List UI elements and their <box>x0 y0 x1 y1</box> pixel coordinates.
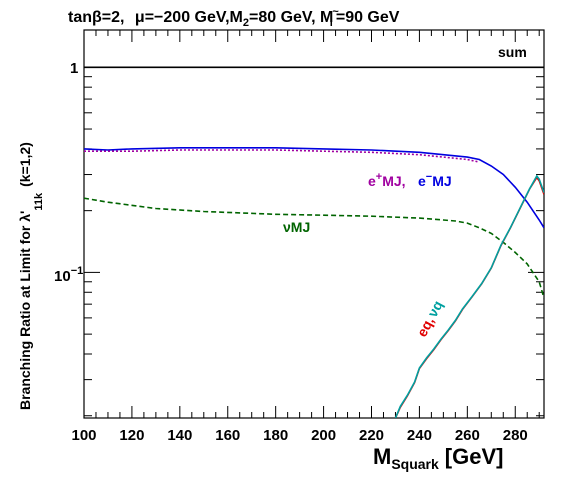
y-tick-label-0.1: 10−1 <box>54 265 83 285</box>
series-line-eq <box>394 176 544 418</box>
x-tick-label: 280 <box>503 427 528 444</box>
label-eq-nuq: eq,νq <box>414 298 446 340</box>
label-nuq: νq <box>424 298 446 320</box>
label-eplus-mj: e+MJ, <box>368 171 406 189</box>
x-tick-label: 180 <box>263 427 288 444</box>
label-eminus-mj: e−MJ <box>418 171 452 189</box>
x-tick-label: 120 <box>119 427 144 444</box>
y-tick-label-1: 1 <box>70 60 78 77</box>
series-lines <box>84 66 544 418</box>
x-tick-label: 160 <box>215 427 240 444</box>
x-tick-label: 220 <box>359 427 384 444</box>
x-tick-label: 240 <box>407 427 432 444</box>
x-tick-label: 140 <box>167 427 192 444</box>
x-tick-label: 100 <box>71 427 96 444</box>
label-eq: eq <box>414 317 436 339</box>
series-line-nuq <box>394 174 544 418</box>
series-line-nuMJ <box>84 197 544 299</box>
x-axis-label: MSquark [GeV] <box>373 444 503 472</box>
y-axis-label: Branching Ratio at Limit for λ'11k(k=1,2… <box>17 142 45 410</box>
x-tick-label: 200 <box>311 427 336 444</box>
label-sum: sum <box>498 44 527 60</box>
x-tick-labels: 100 120 140 160 180 200 220 240 260 280 <box>71 427 527 444</box>
chart-title: tanβ=2, μ=−200 GeV,M2=80 GeV, M~ l =90 GeV <box>68 6 400 29</box>
plot-frame <box>83 29 545 419</box>
svg-text:eq,νq: eq,νq <box>414 298 446 340</box>
axis-ticks <box>83 30 544 418</box>
x-tick-label: 260 <box>455 427 480 444</box>
series-line-eminusMJ <box>84 147 544 229</box>
label-nu-mj: νMJ <box>283 219 310 235</box>
